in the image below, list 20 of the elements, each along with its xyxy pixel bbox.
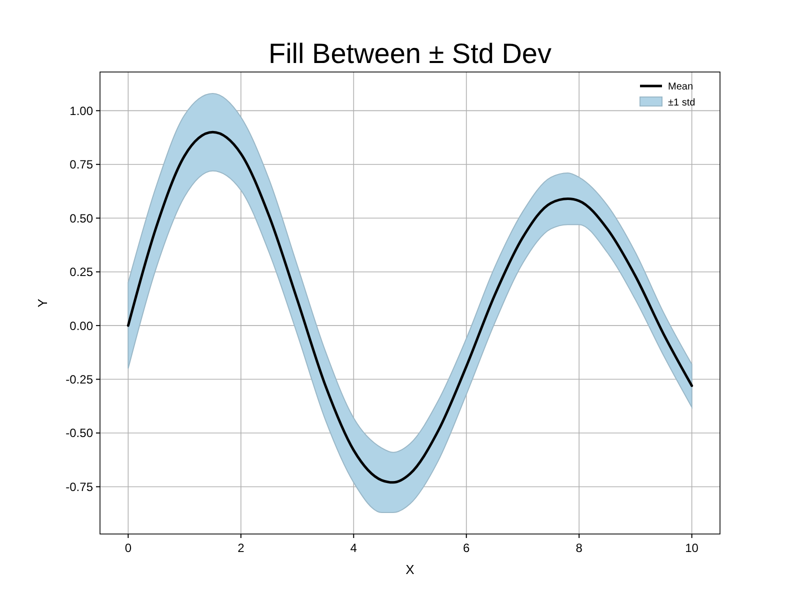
x-tick-label: 0 [124, 541, 132, 555]
x-tick-label: 8 [576, 541, 583, 555]
y-tick-label: 1.00 [70, 104, 94, 118]
chart-title: Fill Between ± Std Dev [268, 38, 552, 69]
y-axis-title: Y [35, 298, 50, 308]
y-tick-label: 0.75 [70, 158, 94, 172]
x-tick-label: 2 [238, 541, 245, 555]
y-tick-label: -0.50 [66, 426, 94, 440]
y-tick-label: -0.75 [66, 480, 94, 494]
y-tick-label: 0.50 [70, 211, 94, 226]
legend-label: Mean [668, 82, 694, 92]
line-series [126, 130, 694, 484]
annotation: ±1 std [668, 98, 696, 108]
y-tick-label: -0.25 [66, 372, 94, 386]
y-tick-label: 0.00 [70, 318, 94, 333]
y-tick-label: 0.25 [70, 265, 94, 280]
x-axis-title: X [406, 562, 415, 577]
x-tick-label: 6 [463, 541, 470, 555]
x-tick-label: 10 [685, 541, 699, 555]
x-tick-label: 4 [350, 541, 358, 555]
